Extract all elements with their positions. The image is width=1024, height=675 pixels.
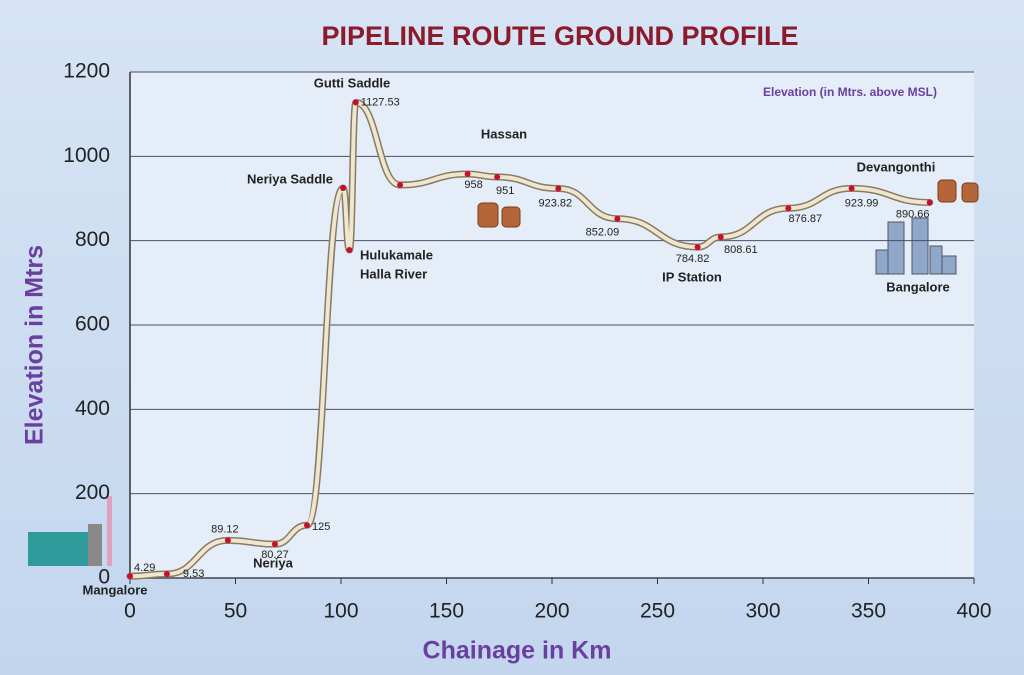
point	[926, 199, 933, 206]
point	[614, 215, 621, 222]
point	[346, 246, 353, 253]
point	[127, 573, 133, 580]
annotation: Hassan	[481, 126, 527, 141]
y-tick-label: 0	[98, 566, 110, 589]
data-label: 89.12	[211, 523, 239, 535]
data-label: 923.82	[539, 197, 573, 209]
x-tick-label: 200	[534, 600, 569, 623]
y-tick-label: 1000	[63, 144, 110, 167]
point	[352, 99, 359, 106]
annotation: Mangalore	[82, 582, 147, 597]
point	[224, 537, 231, 544]
x-tick-label: 50	[224, 600, 247, 623]
point	[555, 185, 562, 192]
y-tick-label: 1200	[63, 60, 110, 83]
x-tick-label: 350	[851, 600, 886, 623]
x-axis-title: Chainage in Km	[423, 637, 612, 665]
x-tick-label: 400	[956, 600, 991, 623]
data-label: 852.09	[586, 227, 620, 239]
data-label: 4.29	[134, 562, 155, 574]
y-axis-title: Elevation in Mtrs	[21, 245, 49, 445]
data-label: 9.53	[183, 568, 204, 580]
point	[494, 173, 501, 180]
x-tick-label: 100	[323, 600, 358, 623]
annotation: Halla River	[360, 266, 427, 281]
point	[163, 570, 170, 577]
data-label: 80.27	[261, 549, 289, 561]
point	[717, 234, 724, 241]
data-label: 951	[496, 185, 514, 197]
x-tick-label: 250	[640, 600, 675, 623]
y-tick-label: 800	[75, 228, 110, 251]
data-label: 125	[312, 521, 330, 533]
annotation: Neriya Saddle	[247, 171, 333, 186]
point	[304, 522, 311, 529]
x-tick-label: 0	[124, 600, 136, 623]
data-label: 890.66	[896, 208, 930, 220]
data-label: 784.82	[676, 253, 710, 265]
data-label: 1127.53	[361, 96, 400, 108]
annotation: Bangalore	[886, 279, 950, 294]
data-label: 958	[464, 179, 482, 191]
point	[271, 541, 278, 548]
point	[694, 244, 701, 251]
annotation: Neriya	[253, 555, 294, 570]
point	[848, 185, 855, 192]
point	[464, 171, 471, 178]
point	[397, 182, 404, 189]
annotation: IP Station	[662, 269, 722, 284]
chart-title: PIPELINE ROUTE GROUND PROFILE	[321, 21, 798, 51]
annotation: Hulukamale	[360, 247, 433, 262]
y-tick-label: 200	[75, 481, 110, 504]
y-tick-label: 400	[75, 397, 110, 420]
x-tick-label: 150	[429, 600, 464, 623]
point	[340, 184, 347, 191]
icons	[28, 179, 979, 566]
annotation: Devangonthi	[857, 159, 936, 174]
annotation: Gutti Saddle	[314, 75, 391, 90]
x-tick-label: 300	[745, 600, 780, 623]
note: Elevation (in Mtrs. above MSL)	[763, 85, 937, 99]
data-label: 876.87	[788, 213, 822, 225]
data-label: 923.99	[845, 197, 879, 209]
data-label: 808.61	[724, 244, 758, 256]
y-tick-label: 600	[75, 313, 110, 336]
point	[785, 205, 792, 212]
